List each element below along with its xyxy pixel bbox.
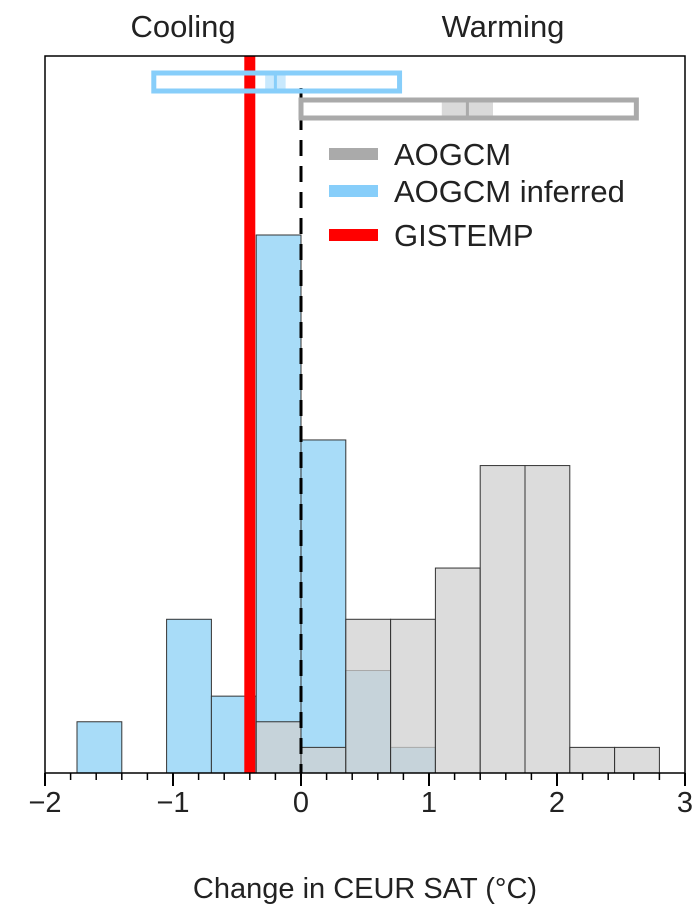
x-axis-title: Change in CEUR SAT (°C) xyxy=(193,873,537,905)
tick-label-1: −1 xyxy=(156,787,189,819)
bar-aogcm-inferred-3 xyxy=(255,234,302,774)
legend-label-0: AOGCM xyxy=(394,137,511,172)
legend-label-1: AOGCM inferred xyxy=(394,174,625,209)
plot-frame xyxy=(44,55,686,774)
histogram-bars xyxy=(76,234,660,774)
bar-aogcm-7 xyxy=(569,746,616,774)
tick-label-3: 1 xyxy=(421,787,437,819)
region-label-cooling: Cooling xyxy=(130,9,235,44)
tick-label-0: −2 xyxy=(28,787,61,819)
bar-aogcm-6 xyxy=(524,465,571,774)
tick-label-2: 0 xyxy=(293,787,309,819)
plot-border xyxy=(44,55,686,774)
x-axis-ticks: −2 −1 0 1 2 3 xyxy=(28,773,693,819)
region-label-warming: Warming xyxy=(442,9,565,44)
bar-aogcm-2 xyxy=(345,618,392,774)
bar-aogcm-inferred-0 xyxy=(76,721,123,774)
bar-aogcm-4 xyxy=(434,567,481,774)
tick-label-4: 2 xyxy=(549,787,565,819)
range-bars xyxy=(151,70,639,121)
bar-aogcm-0 xyxy=(255,721,302,774)
bar-aogcm-5 xyxy=(479,465,526,774)
bar-aogcm-inferred-1 xyxy=(166,618,212,774)
reference-lines xyxy=(244,56,303,773)
bar-aogcm-8 xyxy=(614,746,660,774)
tick-label-5: 3 xyxy=(677,787,693,819)
legend-label-2: GISTEMP xyxy=(394,218,534,253)
bar-aogcm-inferred-4 xyxy=(300,439,347,774)
bar-aogcm-3 xyxy=(390,618,436,774)
bar-aogcm-1 xyxy=(300,746,347,774)
